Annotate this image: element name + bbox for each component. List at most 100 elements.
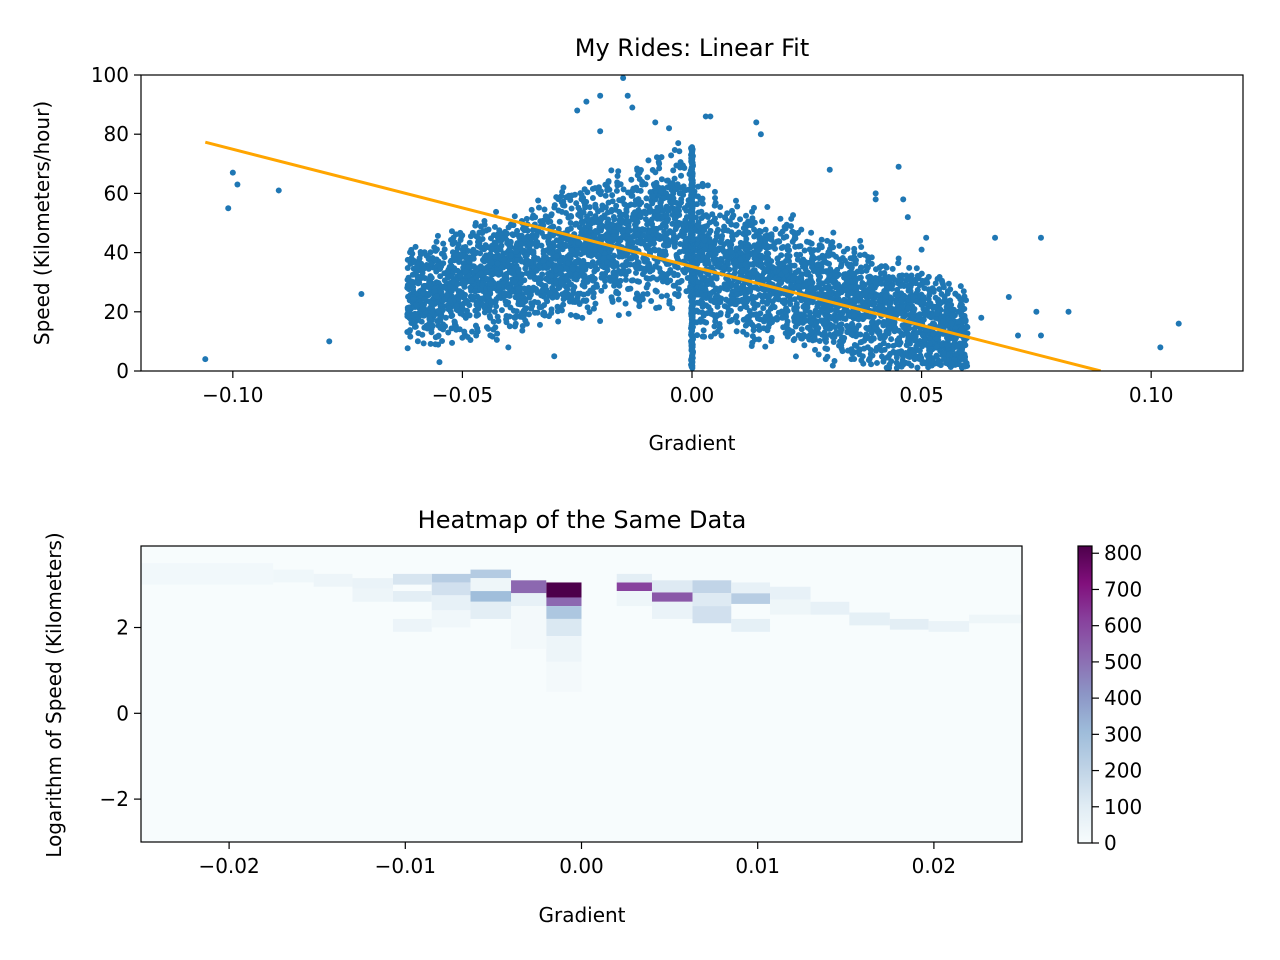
scatter-point	[746, 308, 753, 315]
scatter-point	[411, 257, 418, 264]
scatter-point	[586, 179, 593, 186]
scatter-point	[868, 352, 875, 359]
scatter-point	[765, 250, 772, 257]
scatter-point	[671, 243, 678, 250]
y-tick-label: 40	[104, 241, 129, 265]
scatter-point	[491, 223, 498, 230]
scatter-point	[703, 302, 710, 309]
scatter-point	[696, 249, 703, 256]
scatter-point	[699, 275, 706, 282]
scatter-point	[523, 252, 530, 259]
scatter-point	[744, 264, 751, 271]
y-tick-label: 0	[116, 359, 129, 383]
scatter-point	[816, 255, 823, 262]
scatter-point	[634, 238, 641, 245]
scatter-point	[620, 186, 627, 193]
scatter-point	[479, 257, 486, 264]
scatter-point	[649, 200, 656, 207]
scatter-point	[806, 313, 813, 320]
scatter-point	[904, 283, 911, 290]
scatter-point	[433, 293, 440, 300]
scatter-point	[888, 336, 895, 343]
scatter-point	[444, 274, 451, 281]
scatter-point	[275, 187, 282, 194]
scatter-point	[592, 228, 599, 235]
scatter-point	[949, 312, 956, 319]
scatter-point	[758, 252, 765, 259]
scatter-point	[473, 233, 480, 240]
scatter-point	[663, 261, 670, 268]
scatter-point	[553, 237, 560, 244]
scatter-point	[663, 218, 670, 225]
scatter-point	[830, 229, 837, 236]
heatmap-chart: Heatmap of the Same Data Gradient Logari…	[42, 506, 1142, 927]
heatmap-cell	[546, 661, 582, 692]
scatter-point	[766, 292, 773, 299]
scatter-point	[758, 228, 765, 235]
scatter-point	[513, 308, 520, 315]
scatter-point	[604, 267, 611, 274]
heatmap-cell	[849, 612, 890, 626]
scatter-point	[432, 341, 439, 348]
scatter-point	[932, 280, 939, 287]
scatter-point	[623, 259, 630, 266]
scatter-point	[790, 337, 797, 344]
scatter-point	[737, 256, 744, 263]
scatter-point	[915, 314, 922, 321]
scatter-point	[431, 288, 438, 295]
scatter-point	[595, 208, 602, 215]
scatter-point	[625, 223, 632, 230]
scatter-point	[873, 292, 880, 299]
scatter-point	[560, 301, 567, 308]
scatter-point	[844, 279, 851, 286]
scatter-point	[666, 125, 673, 132]
scatter-point	[445, 305, 452, 312]
scatter-point	[528, 305, 535, 312]
scatter-point	[550, 232, 557, 239]
scatter-point	[957, 283, 964, 290]
scatter-point	[644, 263, 651, 270]
x-tick-label: 0.00	[559, 854, 604, 878]
scatter-point	[899, 360, 906, 367]
heatmap-cell	[651, 592, 693, 602]
scatter-point	[926, 348, 933, 355]
scatter-point	[657, 274, 664, 281]
scatter-point	[558, 307, 565, 314]
scatter-point	[634, 231, 641, 238]
scatter-point	[755, 336, 762, 343]
scatter-point	[946, 301, 953, 308]
scatter-point	[857, 237, 864, 244]
scatter-point	[733, 245, 740, 252]
scatter-point	[835, 281, 842, 288]
scatter-point	[465, 263, 472, 270]
heatmap-cell	[770, 599, 811, 615]
scatter-point	[648, 298, 655, 305]
scatter-point	[572, 312, 579, 319]
scatter-point	[771, 304, 778, 311]
scatter-point	[481, 218, 488, 225]
scatter-point	[584, 278, 591, 285]
heatmap-cell	[616, 591, 652, 607]
scatter-point	[648, 216, 655, 223]
scatter-point	[420, 283, 427, 290]
scatter-point	[868, 254, 875, 261]
scatter-point	[804, 304, 811, 311]
scatter-point	[491, 308, 498, 315]
scatter-point	[719, 245, 726, 252]
scatter-point	[782, 268, 789, 275]
scatter-point	[517, 280, 524, 287]
scatter-point	[488, 271, 495, 278]
scatter-point	[573, 220, 580, 227]
scatter-point	[486, 307, 493, 314]
scatter-point	[849, 270, 856, 277]
scatter-point	[732, 314, 739, 321]
scatter-point	[744, 252, 751, 259]
scatter-point	[668, 152, 675, 159]
scatter-point	[801, 342, 808, 349]
scatter-point	[592, 300, 599, 307]
scatter-point	[639, 226, 646, 233]
scatter-point	[436, 359, 443, 366]
scatter-point	[490, 318, 497, 325]
scatter-point	[546, 289, 553, 296]
scatter-point	[553, 253, 560, 260]
